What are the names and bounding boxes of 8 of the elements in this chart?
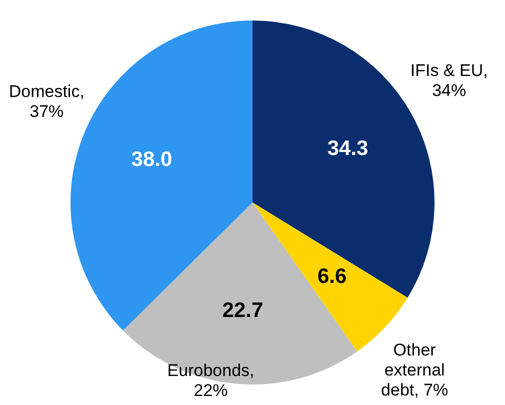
slice-label: Domestic, 37% bbox=[8, 82, 84, 122]
slice-label: Eurobonds, 22% bbox=[167, 361, 254, 400]
data-label: 38.0 bbox=[131, 148, 172, 172]
slice-label: Other external debt, 7% bbox=[381, 340, 448, 400]
data-label: 22.7 bbox=[222, 299, 264, 322]
data-label: 34.3 bbox=[327, 136, 368, 160]
slice-label: IFIs & EU, 34% bbox=[410, 61, 488, 100]
data-label: 6.6 bbox=[317, 265, 347, 288]
